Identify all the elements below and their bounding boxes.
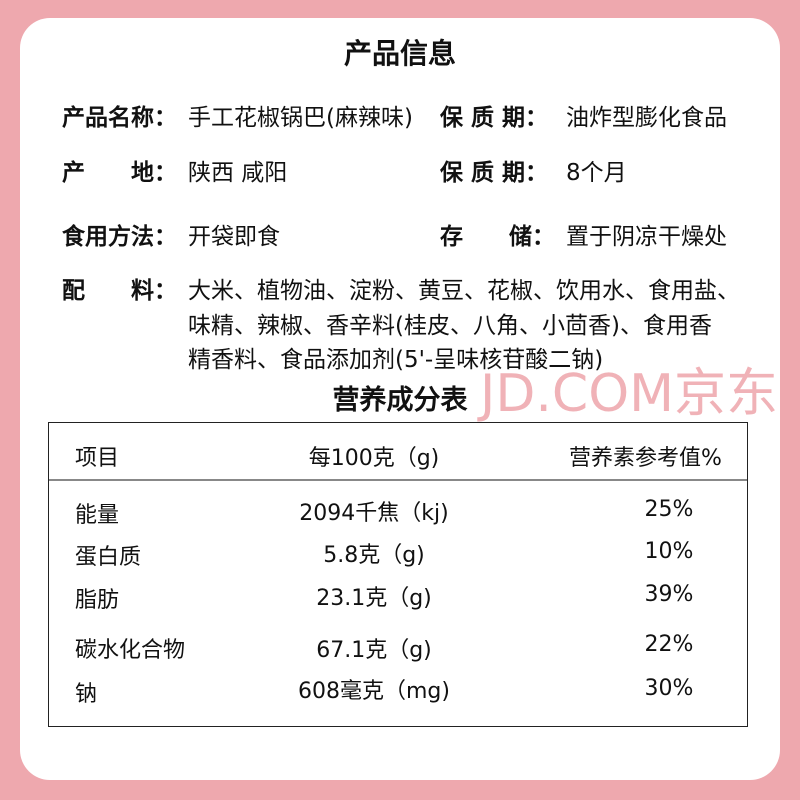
row-nrv: 39% [644, 582, 694, 607]
row-name: 能量 [75, 503, 120, 528]
row-nrv: 25% [644, 497, 694, 522]
jd-watermark: JD.COM京东 [480, 364, 779, 424]
field-value-usage: 开袋即食 [188, 224, 280, 250]
nutrition-table: 项目 每100克（g) 营养素参考值% 能量 2094千焦（kj) 25% 蛋白… [48, 422, 748, 727]
row-amount: 608毫克（mg) [298, 679, 450, 704]
field-value-shelf-life: 8个月 [566, 160, 627, 186]
row-nrv: 30% [644, 676, 694, 701]
field-label-usage: 食用方法： [62, 224, 177, 250]
row-name: 蛋白质 [75, 545, 142, 570]
header-per-100g: 每100克（g) [308, 446, 440, 471]
row-name: 钠 [75, 682, 98, 707]
header-divider [49, 479, 747, 481]
header-item: 项目 [75, 446, 120, 471]
field-label-ingredients: 配 料： [62, 278, 177, 304]
ingredients-line: 味精、辣椒、香辛料(桂皮、八角、小茴香)、食用香 [188, 313, 712, 339]
field-value-origin: 陕西 咸阳 [188, 160, 288, 186]
ingredients-line: 精香料、食品添加剂(5'-呈味核苷酸二钠) [188, 347, 604, 373]
field-value-name: 手工花椒锅巴(麻辣味) [188, 105, 413, 131]
field-label-origin: 产 地： [62, 160, 177, 186]
field-value-storage: 置于阴凉干燥处 [566, 224, 727, 250]
field-label-type: 保 质 期： [440, 105, 549, 131]
field-label-storage: 存 储： [440, 224, 555, 250]
field-label-name: 产品名称： [62, 105, 177, 131]
field-label-shelf-life: 保 质 期： [440, 160, 549, 186]
row-amount: 23.1克（g) [316, 586, 432, 611]
product-info-title: 产品信息 [343, 37, 456, 70]
row-nrv: 22% [644, 632, 694, 657]
nutrition-title: 营养成分表 [332, 385, 468, 416]
ingredients-line: 大米、植物油、淀粉、黄豆、花椒、饮用水、食用盐、 [188, 278, 740, 304]
row-name: 碳水化合物 [75, 638, 186, 663]
row-amount: 5.8克（g) [323, 543, 425, 568]
row-nrv: 10% [644, 539, 694, 564]
row-amount: 2094千焦（kj) [299, 501, 449, 526]
field-value-type: 油炸型膨化食品 [566, 105, 727, 131]
row-amount: 67.1克（g) [316, 638, 432, 663]
header-nrv: 营养素参考值% [569, 446, 722, 471]
row-name: 脂肪 [75, 588, 120, 613]
